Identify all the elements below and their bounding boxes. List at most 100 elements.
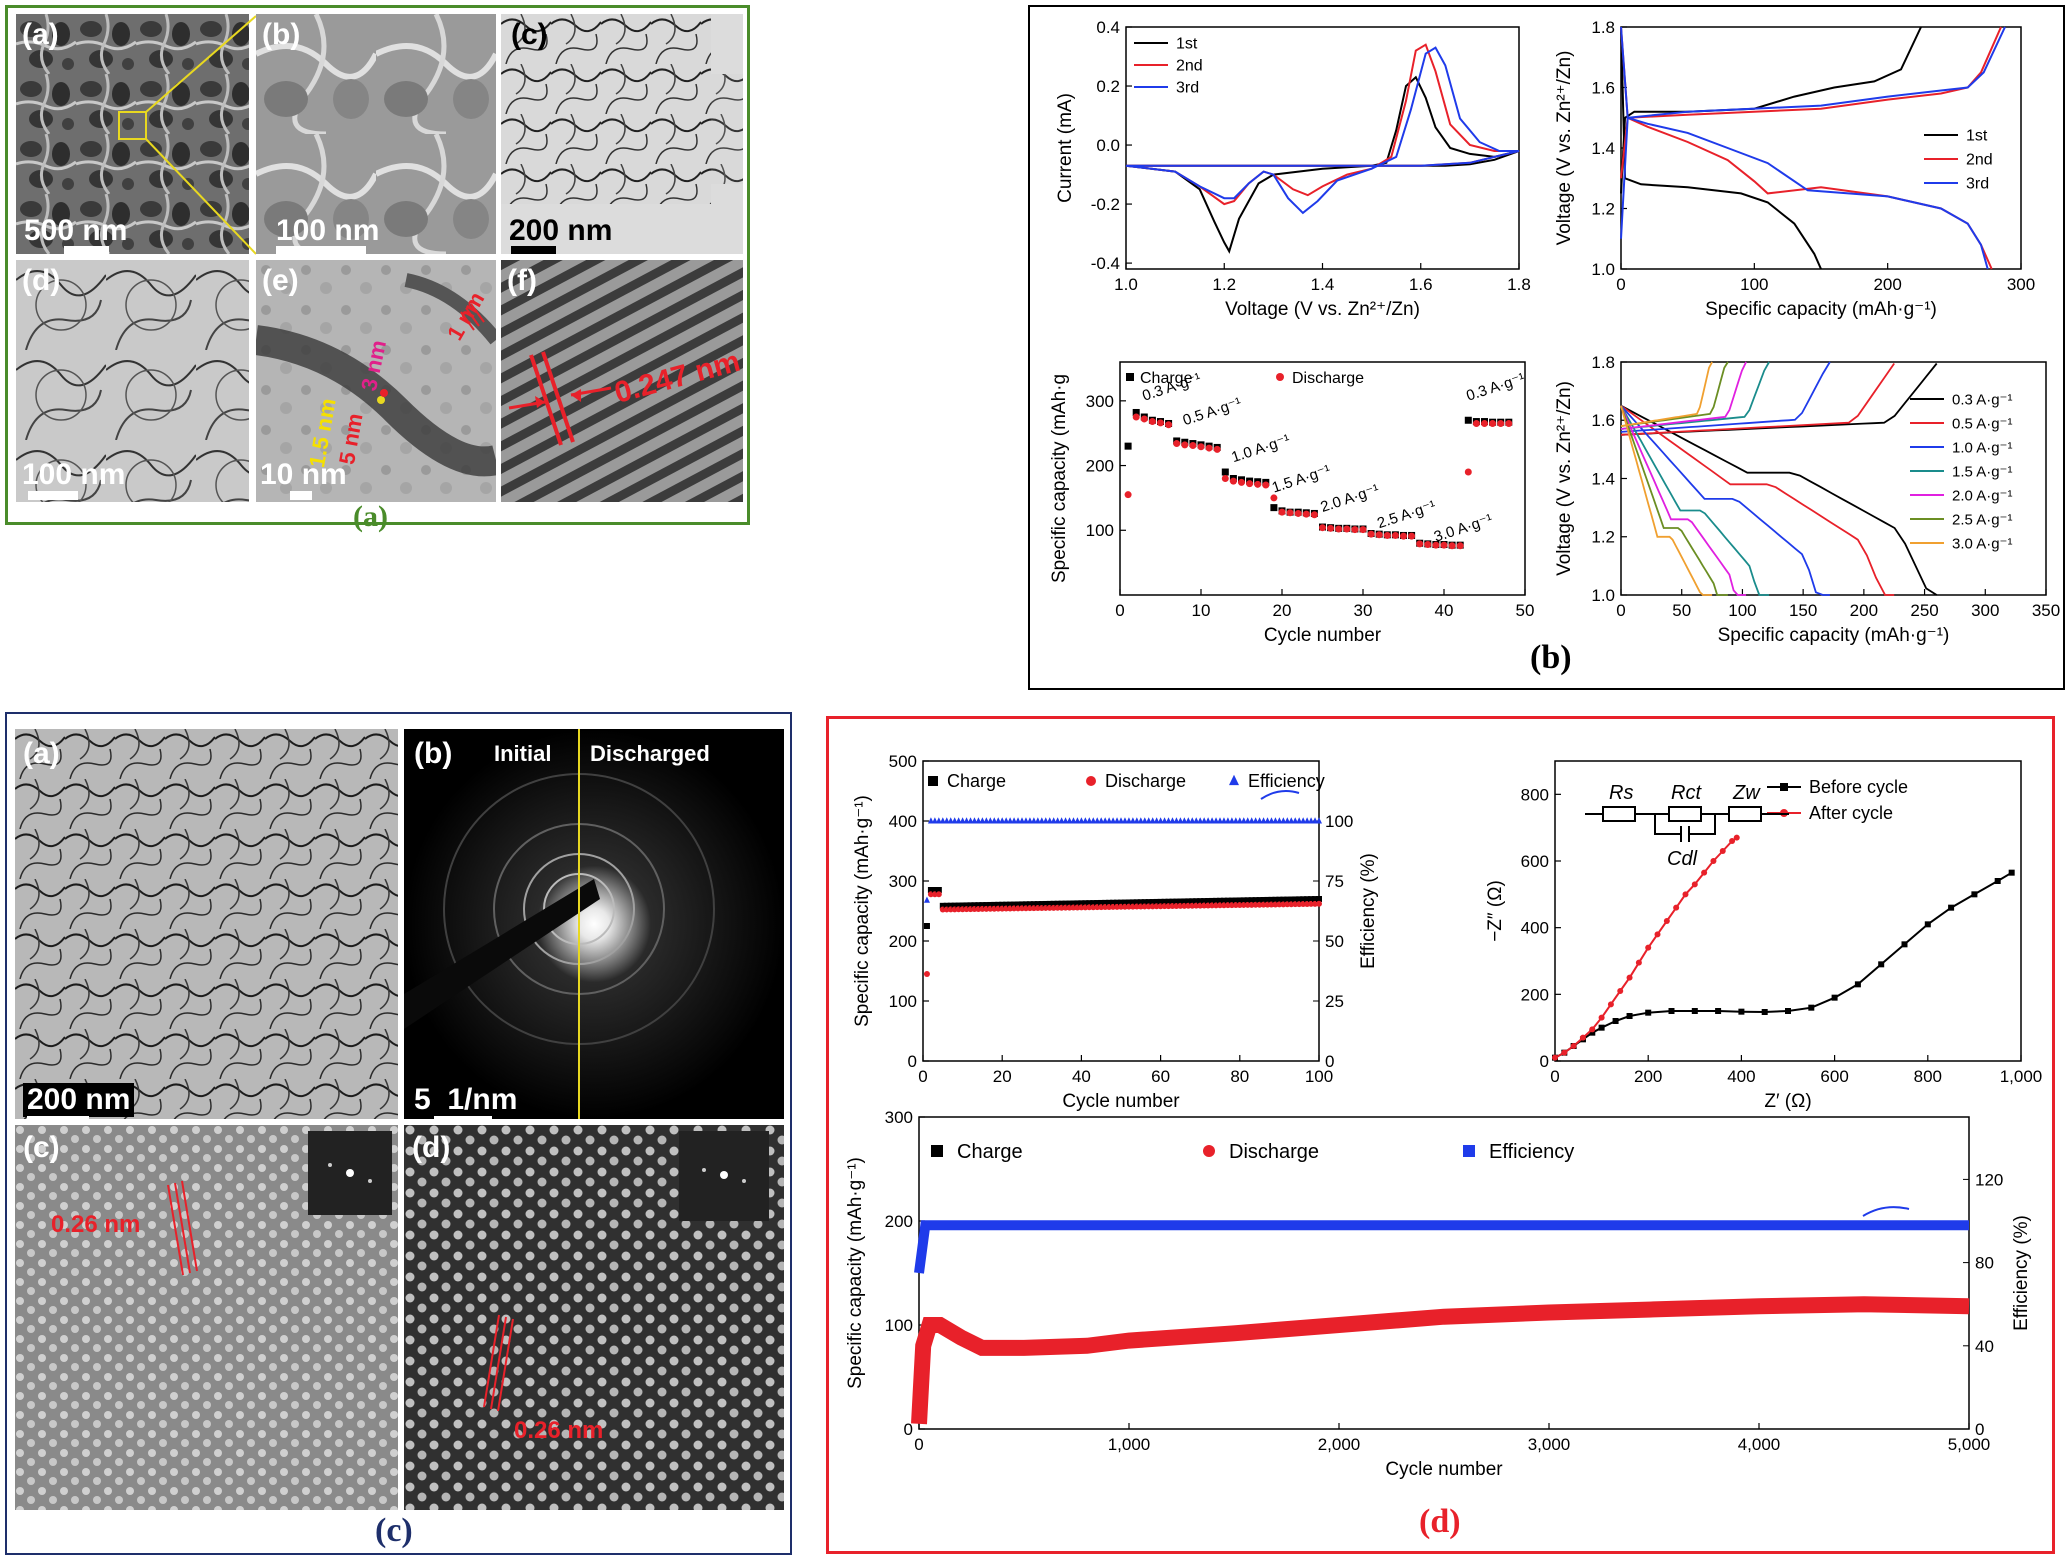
charge-point [1177,898,1184,905]
efficiency-point [1165,817,1172,824]
charge-point [971,902,978,909]
discharge-curve [1620,26,1822,270]
y2-tick-label: 50 [1325,932,1344,951]
rate-point [1335,525,1343,533]
tile-label: (e) [262,264,299,297]
charge-point [923,923,930,929]
rate-point [1157,419,1164,427]
legend-label: After cycle [1809,803,1893,823]
chart-rate: 0 10 20 30 40 50 100 200 300 Cycle number Specific… [1049,361,1535,646]
panel-caption: (b) [1530,639,1572,676]
y2-axis-label: Efficiency (%) [2011,1215,2032,1331]
x-tick-label: 300 [2007,275,2035,294]
charge-point [995,901,1002,908]
x-tick-label: 50 [1516,601,1535,620]
y-tick-label: 0.0 [1096,136,1120,155]
eis-point [1710,858,1717,864]
efficiency-point [1030,817,1037,824]
y-tick-label: 1.8 [1591,18,1615,37]
efficiency-point [1268,817,1275,824]
y-tick-label: 300 [885,1108,913,1127]
charge-curve [1620,26,1922,194]
tem-image-c-a: (a) 200 nm [15,729,398,1119]
rate-point [1132,413,1140,421]
eis-point [1589,1029,1596,1036]
efficiency-point [927,817,934,824]
tile-label: (d) [412,1131,451,1164]
x-axis-label: Cycle number [1062,1091,1180,1112]
legend-marker [1086,776,1096,786]
charge-point [1217,897,1223,904]
capacitor-cdl [1654,814,1716,842]
x-tick-label: 100 [1728,601,1756,620]
legend-label: 3.0 A·g⁻¹ [1952,535,2012,552]
efficiency-point [967,817,974,824]
eis-point [1561,1049,1568,1056]
y-axis-label: Voltage (V vs. Zn²⁺/Zn) [1554,51,1575,246]
plot-frame [918,1116,1970,1430]
rate-point [1310,511,1318,519]
eis-point [1715,1008,1722,1014]
efficiency-point [1260,817,1267,824]
charge-point [1244,897,1251,904]
y-tick-label: 100 [1086,521,1114,540]
saed-left-label: Initial [494,741,552,766]
rate-point [1221,475,1229,482]
charge-point [1066,900,1073,907]
charge-curve [1620,361,1747,430]
charge-point [1125,899,1132,906]
legend-label: Before cycle [1809,777,1908,797]
x-tick-label: 100 [1305,1067,1333,1086]
rate-point [1302,510,1310,518]
lattice-annotation: 0.26 nm [51,1211,141,1238]
charge-point [1090,900,1097,907]
charge-point [947,902,954,909]
eis-point [1598,1014,1605,1021]
efficiency-point [1070,817,1077,824]
y-axis-label: Specific capacity (mAh·g⁻¹) [845,1157,866,1389]
legend-label: Charge [957,1141,1023,1163]
x-tick-label: 300 [1971,601,1999,620]
charge-point [1308,896,1315,903]
chart-gcd: 0 100 200 300 1.0 1.2 1.4 1.6 1.8 Specific capaci… [1554,18,2035,320]
x-axis-label: Z′ (Ω) [1764,1091,1811,1112]
scale-label: 200 nm [23,1083,135,1117]
y-tick-label: 0.2 [1096,77,1120,96]
hrtem-image-c-d: (d) 0.26 nm [404,1125,784,1510]
charge-point [1220,897,1227,904]
charge-point [1284,896,1291,903]
charge-point [955,902,962,909]
efficiency-point [975,817,982,824]
discharge-curve [1620,26,1993,270]
charge-point [1189,898,1196,905]
rate-point [1497,419,1505,427]
scale-label: 500 nm [24,214,128,247]
charge-point [1062,900,1069,907]
scale-bar [511,246,556,254]
charge-curve [1620,362,1895,436]
charge-point [1236,897,1243,904]
y-tick-label: 600 [1521,852,1549,871]
charge-point [983,902,990,909]
charge-point [1169,898,1176,905]
tile-label: (b) [262,18,301,51]
efficiency-point [1019,817,1025,824]
x-tick-label: 20 [993,1067,1012,1086]
charge-point [1050,900,1057,907]
charge-point [1141,899,1148,906]
y2-tick-label: 0 [1325,1052,1334,1071]
legend-marker [1463,1145,1475,1157]
rate-point [1140,415,1148,423]
x-tick-label: 200 [1873,275,1901,294]
charge-point [975,902,982,909]
legend-label: Efficiency [1489,1141,1574,1163]
y-tick-label: 0 [904,1420,913,1439]
y-tick-label: 1.2 [1591,199,1615,218]
legend-label: 1st [1176,36,1198,53]
efficiency-point [943,817,950,824]
y-tick-label: 1.0 [1591,260,1615,279]
efficiency-point [999,817,1006,824]
panel-d: 0 20 40 60 80 100 0 100 200 300 400 500 Cycle number… [826,716,2055,1554]
rate-point [1489,419,1497,427]
charge-point [1185,898,1192,905]
